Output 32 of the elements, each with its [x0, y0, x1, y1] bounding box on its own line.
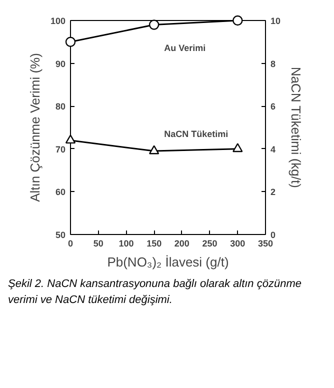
- y-tick-label: 90: [55, 58, 66, 69]
- x-tick-label: 0: [68, 238, 74, 248]
- y-tick-label: 60: [55, 187, 66, 198]
- point: [65, 134, 76, 144]
- y2-tick-label: 4: [270, 144, 276, 154]
- y2-tick-label: 10: [270, 16, 281, 26]
- point: [232, 15, 243, 26]
- x-axis-title: Pb(NO₃)₂ İlavesi (g/t): [107, 254, 229, 270]
- series-label: Au Verimi: [164, 42, 206, 53]
- x-tick-label: 250: [202, 238, 218, 248]
- y-tick-label: 100: [50, 16, 66, 26]
- series-label: NaCN Tüketimi: [164, 129, 228, 140]
- y2-tick-label: 6: [270, 102, 276, 112]
- x-tick-label: 300: [230, 238, 246, 248]
- x-tick-label: 200: [174, 238, 190, 248]
- x-tick-label: 100: [118, 238, 134, 248]
- point: [148, 145, 160, 154]
- y-tick-label: 80: [55, 102, 66, 112]
- y-tick-label: 70: [55, 144, 66, 154]
- y2-tick-label: 0: [270, 230, 276, 240]
- x-tick-label: 350: [258, 238, 274, 248]
- y2-tick-label: 2: [270, 187, 276, 198]
- point: [148, 20, 160, 30]
- point: [232, 143, 243, 152]
- y2-axis-title: NaCN Tüketimi (kg/t): [288, 66, 304, 188]
- x-tick-label: 150: [146, 238, 162, 248]
- point: [65, 36, 76, 47]
- text: Şekil 2. NaCN kansantrasyonuna bağlı olarak altın çözünme verimi ve NaCN tüketimi değişimi.: [8, 277, 302, 308]
- y-axis-title: Altın Çözünme Verimi (%): [27, 53, 42, 202]
- y-tick-label: 50: [55, 230, 66, 240]
- y2-tick-label: 8: [270, 58, 276, 69]
- x-tick-label: 50: [93, 238, 104, 248]
